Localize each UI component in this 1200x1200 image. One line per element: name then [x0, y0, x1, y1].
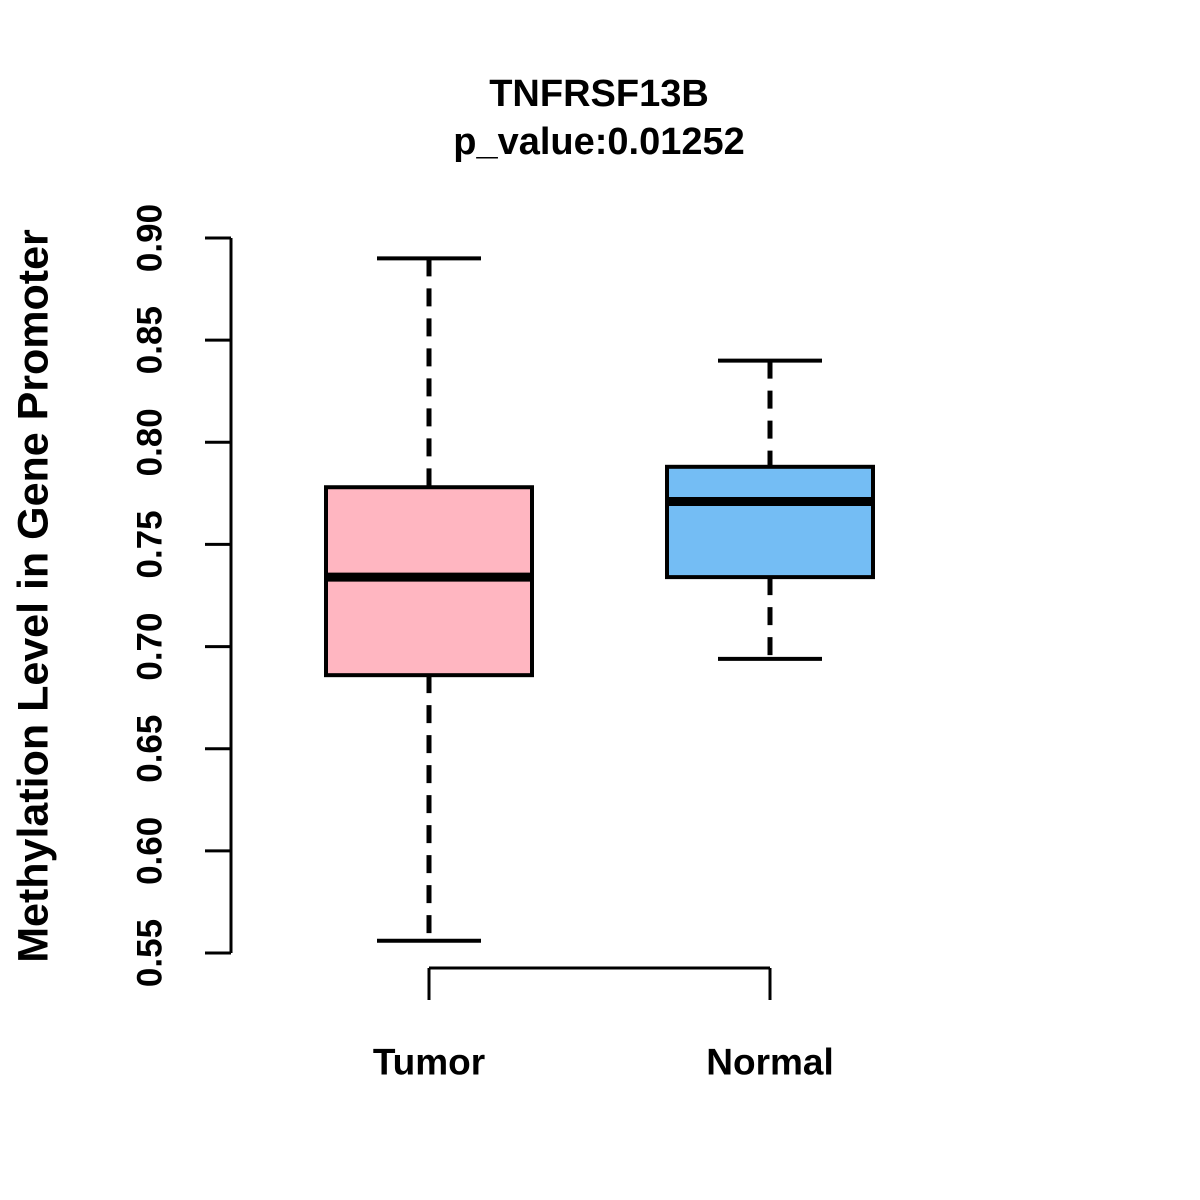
chart-title: TNFRSF13B [489, 73, 709, 115]
y-axis-tick-label: 0.60 [131, 817, 170, 885]
chart-subtitle: p_value:0.01252 [453, 121, 745, 163]
chart-title-block: TNFRSF13B p_value:0.01252 [231, 70, 967, 166]
y-axis-tick-label: 0.70 [131, 613, 170, 681]
y-axis-tick-label: 0.55 [131, 919, 170, 987]
y-axis-tick-label: 0.75 [131, 510, 170, 578]
y-axis-tick-label: 0.85 [131, 306, 170, 374]
boxplot-normal [665, 358, 875, 661]
y-axis: 0.55 0.60 0.65 0.70 0.75 0.80 0.85 0.90 [131, 204, 233, 987]
category-label-tumor: Tumor [373, 1042, 485, 1083]
category-label-normal: Normal [706, 1042, 833, 1083]
box-rect [665, 464, 875, 580]
y-axis-tick-label: 0.65 [131, 715, 170, 783]
boxplot-tumor [324, 256, 534, 943]
y-axis-tick-label: 0.80 [131, 408, 170, 476]
y-axis-tick-label: 0.90 [131, 204, 170, 272]
x-axis [427, 966, 772, 1000]
